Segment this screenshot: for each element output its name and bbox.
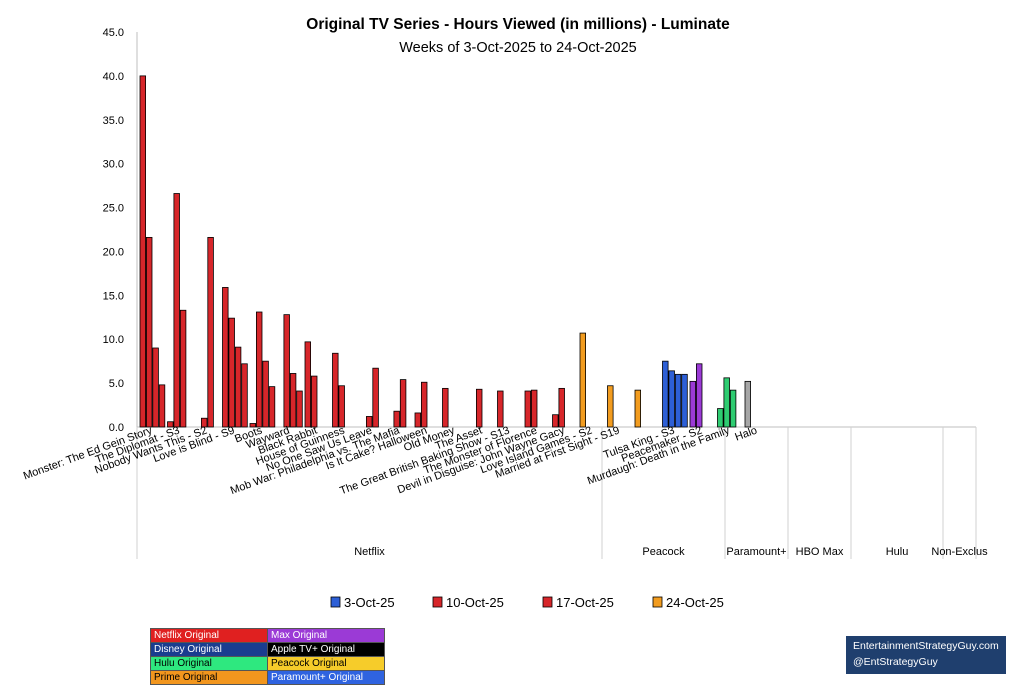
bar [332,352,339,428]
y-tick-label: 30.0 [103,159,124,171]
group-label: Hulu [886,546,909,558]
bar [668,370,675,428]
bar [200,417,208,428]
bar [442,387,449,428]
bar [579,332,586,428]
bar [310,375,318,428]
bar [338,385,345,428]
y-tick-label: 35.0 [103,115,124,127]
key-max-original: Max Original [267,628,385,643]
bar [145,236,153,428]
key-apple-tv-original: Apple TV+ Original [267,642,385,657]
bar [674,373,682,428]
bar [723,377,730,428]
credit-box: EntertainmentStrategyGuy.com @EntStrateg… [846,636,1006,674]
key-paramount-original: Paramount+ Original [267,670,385,685]
bar [234,346,242,428]
bar [662,360,669,428]
legend-label: 10-Oct-25 [446,595,504,610]
group-frame [136,427,977,559]
legend-swatch [542,596,553,608]
bar [717,408,724,428]
chart-subtitle: Weeks of 3-Oct-2025 to 24-Oct-2025 [399,40,637,56]
y-tick-label: 5.0 [109,378,124,390]
bar [179,309,187,428]
key-netflix-original: Netflix Original [150,628,268,643]
credit-handle: @EntStrategyGuy [853,656,938,668]
group-label: HBO Max [796,546,844,558]
bar [681,373,688,428]
chart-title: Original TV Series - Hours Viewed (in mi… [306,16,730,33]
key-disney-original: Disney Original [150,642,268,657]
bar [531,389,538,428]
bar [372,367,379,428]
bar [152,347,159,428]
bar [607,385,614,428]
bar [689,380,696,428]
network-color-key: Netflix Original Max Original Disney Ori… [150,628,385,685]
bar [139,75,146,428]
bar [696,363,703,428]
y-tick-label: 15.0 [103,290,124,302]
legend-swatch [652,596,663,608]
y-tick-label: 25.0 [103,203,124,215]
credit-website: EntertainmentStrategyGuy.com [853,640,999,652]
bar [634,389,641,428]
bar [497,390,504,428]
bar [558,387,565,428]
bar [475,388,483,428]
bar [524,390,531,428]
bar [304,341,311,428]
bar [228,317,235,428]
bar [255,311,263,428]
y-tick-label: 20.0 [103,246,124,258]
bar [268,386,276,428]
key-peacock-original: Peacock Original [267,656,385,671]
legend-label: 24-Oct-25 [666,595,724,610]
group-label: Netflix [354,546,385,558]
group-label: Peacock [642,546,685,558]
bar [241,363,248,428]
bar [262,360,269,428]
legend-swatch [432,596,443,608]
y-tick-label: 0.0 [109,422,124,434]
bar [296,390,303,428]
bar [289,373,297,428]
legend-label: 3-Oct-25 [344,595,395,610]
network-group-labels: Netflix Peacock Paramount+ HBO Max Hulu Non-E… [354,546,988,558]
group-label: Non-Exclus [931,546,988,558]
bar [207,236,214,428]
bar [249,423,256,428]
legend-swatch [330,596,341,608]
bar [167,421,174,428]
y-tick-label: 10.0 [103,334,124,346]
bar [365,416,373,428]
bar [283,314,290,428]
bar [414,412,421,428]
y-tick-label: 40.0 [103,71,124,83]
bars [139,75,751,428]
bar [173,193,180,428]
key-prime-original: Prime Original [150,670,268,685]
key-hulu-original: Hulu Original [150,656,268,671]
bar [552,414,559,428]
bar [393,410,400,428]
y-tick-label: 45.0 [103,27,124,39]
bar [729,389,737,428]
bar [399,379,407,428]
week-legend: 3-Oct-25 10-Oct-25 17-Oct-25 24-Oct-25 [330,595,724,610]
bar [158,384,166,428]
bar [744,380,751,428]
legend-label: 17-Oct-25 [556,595,614,610]
bar [420,381,428,428]
bar [222,287,229,428]
group-label: Paramount+ [726,546,786,558]
